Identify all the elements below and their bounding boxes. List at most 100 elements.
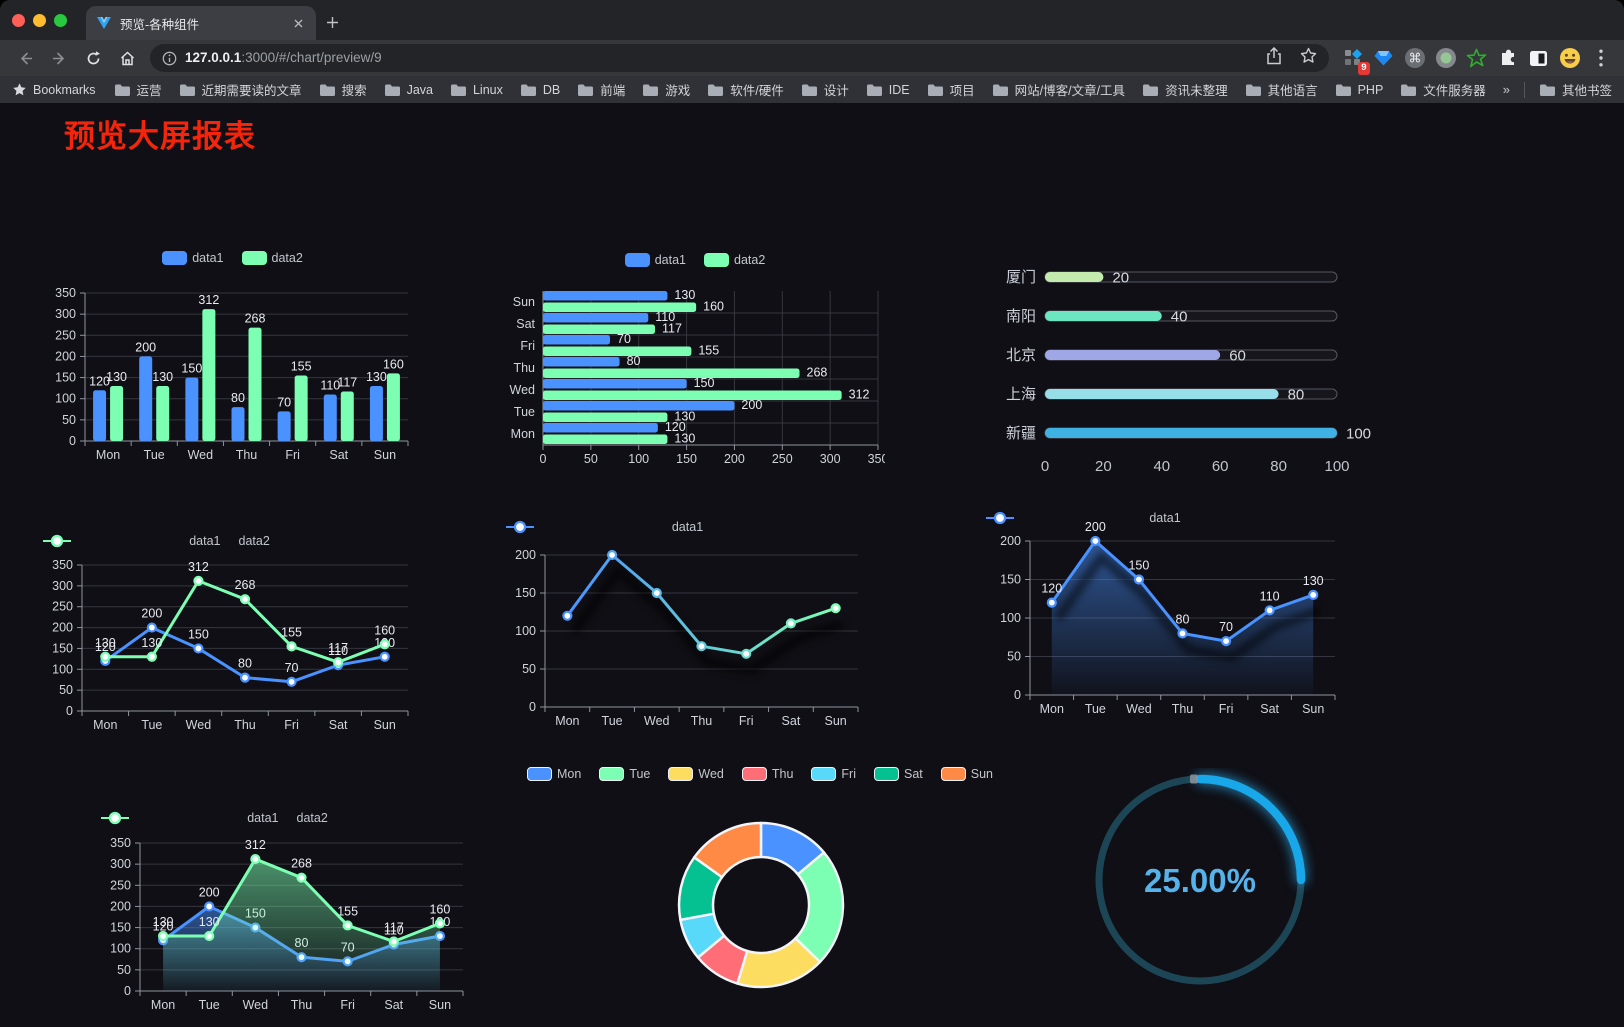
point-data1-Sun[interactable] (379, 651, 390, 662)
hbar-data2-Mon[interactable] (543, 434, 668, 445)
point-data1-Mon[interactable] (1046, 597, 1057, 608)
hbar-data1-Mon[interactable] (543, 423, 658, 433)
point-data2-Sun[interactable] (434, 918, 446, 929)
point-data1-Fri[interactable] (1220, 636, 1232, 647)
point-data1-Sun[interactable] (1308, 589, 1319, 601)
point-data2-Wed[interactable] (193, 575, 204, 586)
bookmark-folder[interactable]: Java (384, 83, 433, 97)
emoji-icon[interactable] (1556, 45, 1583, 72)
bookmark-folder[interactable]: 游戏 (642, 80, 690, 99)
point-data1-Thu[interactable] (696, 641, 707, 652)
point-data1-Tue[interactable] (204, 901, 215, 912)
legend-item-Tue[interactable]: Tue (599, 767, 650, 781)
url-bar[interactable]: 127.0.0.1:3000/#/chart/preview/9 (150, 44, 1329, 72)
legend-item-data1[interactable]: data1 (162, 251, 224, 265)
legend-item-data2[interactable]: data2 (704, 253, 765, 267)
pie-slice-Sun[interactable] (693, 821, 763, 879)
bookmark-folder[interactable]: 前端 (577, 80, 625, 99)
bookmark-folder[interactable]: 其他语言 (1245, 80, 1318, 99)
bookmarks-root[interactable]: Bookmarks (12, 82, 96, 97)
bar-data1-Wed[interactable] (185, 377, 199, 441)
point-data2-Fri[interactable] (286, 641, 297, 652)
bookmarks-overflow-chevron[interactable]: » (1502, 82, 1510, 97)
bookmark-folder[interactable]: 运营 (114, 80, 162, 99)
progress-fill-厦门[interactable] (1045, 272, 1104, 282)
bar-data2-Sun[interactable] (386, 373, 400, 441)
contrast-icon[interactable] (1525, 45, 1552, 72)
legend-item-data1[interactable]: data1 (986, 511, 1181, 525)
bar-data1-Sat[interactable] (323, 394, 337, 441)
legend-item-data1[interactable]: data1 (506, 520, 703, 534)
bar-data2-Sat[interactable] (340, 391, 354, 441)
bookmark-folder[interactable]: 搜索 (319, 80, 367, 99)
point-data2-Tue[interactable] (146, 651, 157, 662)
legend-item-Sun[interactable]: Sun (940, 767, 993, 781)
point-data2-Mon[interactable] (100, 651, 111, 662)
extension-grid-icon[interactable]: 9 (1339, 45, 1370, 75)
legend-item-data1[interactable]: data1 (101, 811, 279, 825)
browser-tab[interactable]: 预览-各种组件 (86, 6, 316, 40)
new-tab-button[interactable] (318, 8, 346, 36)
legend-item-Sat[interactable]: Sat (874, 767, 923, 781)
hbar-data1-Sun[interactable] (543, 291, 668, 301)
bookmark-folder[interactable]: IDE (866, 83, 910, 97)
point-data1-Fri[interactable] (286, 676, 297, 687)
point-data2-Thu[interactable] (296, 872, 307, 883)
point-data2-Wed[interactable] (250, 853, 261, 865)
point-data2-Fri[interactable] (342, 920, 353, 931)
bookmark-folder[interactable]: 文件服务器 (1400, 80, 1486, 99)
point-data1-Sat[interactable] (1264, 605, 1275, 616)
back-button[interactable] (11, 44, 39, 72)
point-data1-Fri[interactable] (741, 648, 752, 659)
hbar-data1-Fri[interactable] (543, 335, 610, 345)
point-data1-Wed[interactable] (651, 587, 662, 599)
point-data2-Thu[interactable] (239, 594, 251, 605)
green-star-icon[interactable] (1463, 45, 1490, 72)
bookmark-folder[interactable]: 资讯未整理 (1142, 80, 1228, 99)
hbar-data1-Thu[interactable] (543, 357, 620, 367)
legend-item-Mon[interactable]: Mon (526, 767, 581, 781)
progress-fill-南阳[interactable] (1045, 311, 1162, 321)
point-data2-Sun[interactable] (379, 639, 390, 650)
legend-item-data1[interactable]: data1 (43, 534, 221, 548)
progress-fill-新疆[interactable] (1045, 428, 1337, 438)
gem-icon[interactable] (1370, 45, 1397, 72)
bookmark-folder[interactable]: 设计 (801, 80, 849, 99)
point-data1-Tue[interactable] (1090, 535, 1101, 547)
command-icon[interactable]: ⌘ (1401, 45, 1428, 72)
bookmark-folder[interactable]: DB (520, 83, 560, 97)
hbar-data2-Thu[interactable] (543, 368, 800, 379)
bookmark-folder[interactable]: Linux (450, 83, 503, 97)
tab-close-icon[interactable] (290, 15, 306, 31)
progress-fill-北京[interactable] (1045, 350, 1221, 360)
hbar-data1-Wed[interactable] (543, 379, 687, 389)
bar-data1-Sun[interactable] (369, 386, 383, 441)
bar-data1-Fri[interactable] (277, 411, 291, 441)
hbar-data2-Tue[interactable] (543, 412, 668, 423)
point-data1-Sat[interactable] (785, 618, 797, 629)
hbar-data2-Sat[interactable] (543, 324, 655, 335)
reload-button[interactable] (79, 44, 107, 72)
progress-fill-上海[interactable] (1045, 389, 1279, 399)
point-data1-Wed[interactable] (1133, 574, 1145, 585)
legend-item-data1[interactable]: data1 (624, 253, 686, 267)
forward-button[interactable] (45, 44, 73, 72)
bar-data1-Mon[interactable] (93, 390, 107, 441)
point-data2-Tue[interactable] (204, 930, 215, 942)
bookmark-folder[interactable]: 近期需要读的文章 (179, 80, 302, 99)
maximize-window-icon[interactable] (54, 14, 67, 27)
other-bookmarks[interactable]: 其他书签 (1539, 80, 1612, 99)
point-data1-Wed[interactable] (193, 643, 204, 654)
record-icon[interactable] (1432, 45, 1459, 72)
point-data2-Mon[interactable] (157, 930, 169, 942)
hbar-data2-Fri[interactable] (543, 346, 692, 357)
point-data1-Thu[interactable] (239, 672, 251, 683)
bar-data2-Mon[interactable] (110, 386, 124, 441)
bar-data1-Tue[interactable] (139, 356, 153, 441)
home-button[interactable] (113, 44, 141, 72)
bookmark-folder[interactable]: 网站/博客/文章/工具 (992, 80, 1125, 99)
bookmark-folder[interactable]: PHP (1335, 83, 1383, 97)
point-data2-Sat[interactable] (388, 936, 399, 947)
legend-item-Thu[interactable]: Thu (741, 767, 793, 781)
point-data1-Mon[interactable] (562, 610, 573, 621)
